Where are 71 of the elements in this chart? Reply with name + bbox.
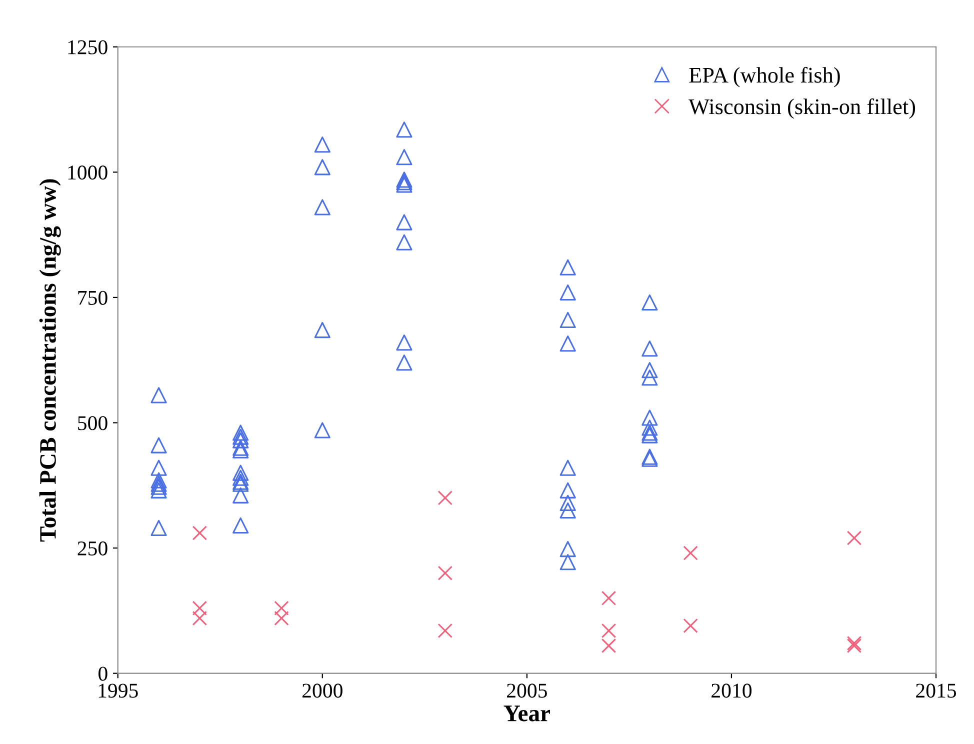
point <box>560 554 576 570</box>
point <box>396 214 412 230</box>
point <box>150 460 167 476</box>
x-tick-label: 2005 <box>507 684 547 698</box>
point <box>642 370 658 386</box>
point <box>438 490 452 506</box>
point <box>438 566 452 580</box>
point <box>846 530 862 546</box>
point <box>396 149 412 166</box>
point <box>150 520 167 536</box>
point <box>232 517 249 534</box>
y-axis-title: Total PCB concentrations (ng/g ww) <box>39 179 61 542</box>
y-tick-label: 0 <box>98 666 108 681</box>
y-tick-label: 1000 <box>68 166 108 180</box>
point <box>560 336 576 352</box>
point <box>560 284 576 300</box>
point <box>232 428 249 445</box>
point <box>396 234 412 250</box>
point <box>601 623 616 638</box>
legend-label: EPA (whole fish) <box>689 66 840 88</box>
point <box>601 638 616 654</box>
point <box>642 410 658 426</box>
legend-label: Wisconsin (skin-on fillet) <box>688 98 916 119</box>
point <box>314 159 330 176</box>
point <box>232 424 249 441</box>
point <box>150 387 167 404</box>
point <box>560 482 576 498</box>
point <box>150 472 167 488</box>
point <box>192 526 208 540</box>
point <box>642 294 658 311</box>
point <box>642 362 658 378</box>
y-tick-label: 750 <box>78 290 108 305</box>
point <box>274 600 289 616</box>
point <box>560 540 576 558</box>
point <box>642 340 658 357</box>
point <box>560 502 576 518</box>
point <box>232 470 249 486</box>
point <box>150 437 167 454</box>
point <box>150 478 167 495</box>
point <box>232 487 249 504</box>
point <box>232 464 249 481</box>
point <box>560 494 576 511</box>
point <box>560 312 576 328</box>
x-tick-label: 1995 <box>98 684 138 698</box>
point <box>560 460 576 476</box>
y-tick-label: 500 <box>78 416 108 430</box>
point <box>642 420 658 436</box>
x-tick-label: 2010 <box>712 684 752 698</box>
point <box>396 122 412 138</box>
x-tick-label: 2000 <box>302 684 342 698</box>
point <box>438 623 452 638</box>
x-tick-label: 2015 <box>916 684 956 698</box>
point <box>192 610 208 626</box>
point <box>274 610 289 626</box>
point <box>232 432 249 448</box>
point <box>396 334 412 351</box>
x-axis-title: Year <box>504 706 550 722</box>
y-tick-label: 1250 <box>68 40 108 54</box>
point <box>192 600 208 616</box>
point <box>314 199 330 216</box>
point <box>314 136 330 153</box>
y-tick-label: 250 <box>78 541 108 556</box>
point <box>314 322 330 338</box>
point <box>601 590 616 606</box>
point <box>150 476 167 492</box>
point <box>560 259 576 276</box>
point <box>314 422 330 438</box>
point <box>683 546 698 560</box>
point <box>396 354 412 371</box>
point <box>150 482 167 498</box>
point <box>683 618 698 634</box>
